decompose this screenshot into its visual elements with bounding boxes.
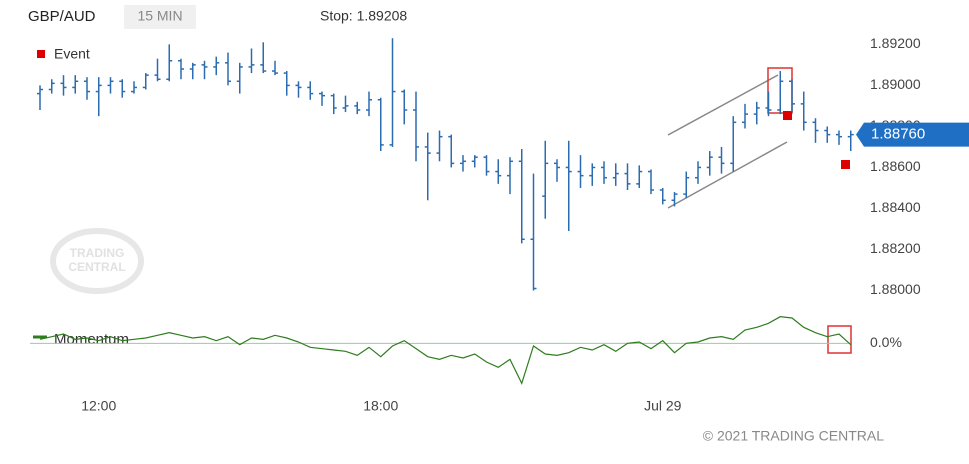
highlight-box [827, 325, 852, 354]
legend-label: Event [54, 46, 90, 62]
legend-swatch [37, 50, 45, 58]
y-tick-label: 1.89200 [870, 35, 921, 51]
channel-line [667, 141, 788, 209]
y-tick-label: 1.88600 [870, 158, 921, 174]
event-marker [841, 160, 850, 169]
watermark-text: CENTRAL [68, 260, 125, 274]
channel-line [667, 74, 779, 136]
stop-label: Stop: 1.89208 [320, 8, 407, 24]
y-tick-label: 1.88400 [870, 199, 921, 215]
last-price-box [856, 122, 969, 147]
y-tick-label: 0.0% [870, 334, 902, 350]
last-price-label: 1.88760 [871, 126, 925, 143]
watermark-text: TRADING [70, 246, 125, 260]
y-tick-label: 1.88200 [870, 240, 921, 256]
copyright: © 2021 TRADING CENTRAL [703, 428, 884, 444]
interval-badge [124, 5, 196, 29]
interval: 15 MIN [137, 8, 182, 24]
watermark: TRADING CENTRAL [50, 228, 144, 294]
y-tick-label: 1.89000 [870, 76, 921, 92]
y-tick-label: 1.88000 [870, 281, 921, 297]
x-tick-label: 12:00 [81, 398, 116, 414]
x-tick-label: Jul 29 [644, 398, 682, 414]
event-marker [783, 111, 792, 120]
x-tick-label: 18:00 [363, 398, 398, 414]
symbol: GBP/AUD [28, 8, 96, 25]
momentum-line [39, 316, 852, 385]
